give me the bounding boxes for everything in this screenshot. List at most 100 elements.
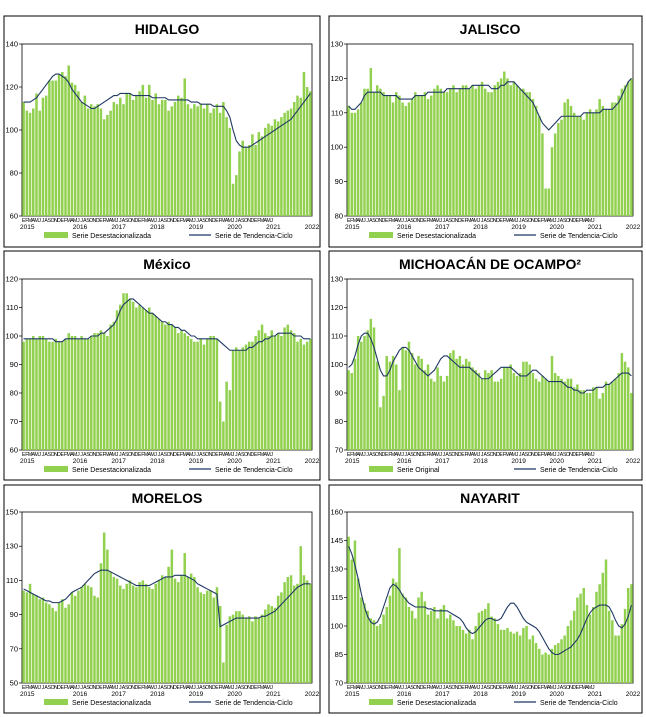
month-tick-label: E [177,685,181,691]
bar [106,549,109,683]
month-tick-label: E [461,685,465,691]
bar [614,378,617,450]
bar [270,125,273,216]
month-tick-label: N [131,452,135,458]
month-tick-label: M [105,452,109,458]
bar [138,91,141,216]
bar [196,587,199,683]
month-tick-label: O [128,218,132,224]
month-tick-label: A [44,218,48,224]
bar [363,336,366,450]
month-tick-label: J [119,685,122,691]
month-tick-label: S [125,685,129,691]
year-tick-label: 2019 [511,458,526,465]
bar [563,635,566,683]
bar [164,324,167,450]
bar [385,95,388,216]
year-tick-label: 2019 [511,691,526,698]
month-tick-label: J [119,452,122,458]
month-tick-label: A [160,452,164,458]
bar [503,71,506,217]
bar [138,304,141,450]
bar [379,407,382,450]
bar [51,341,54,450]
bar [493,618,497,683]
bar [218,606,222,683]
bar [449,614,452,683]
y-tick-label: 90 [335,389,343,398]
bar [436,367,439,450]
y-tick-label: 150 [5,508,18,517]
month-tick-label: M [112,685,116,691]
panel-frame [328,484,643,714]
bar [125,93,128,216]
month-tick-label: A [83,218,87,224]
bar [369,318,373,450]
month-tick-label: D [212,452,216,458]
bar [109,110,112,216]
month-tick-label: F [141,218,144,224]
bar [122,104,125,216]
bar [99,563,103,683]
bar [579,116,582,216]
bar [186,576,190,683]
y-tick-label: 70 [10,644,18,653]
bar [579,390,582,450]
bar [464,633,468,683]
month-tick-label: O [375,218,379,224]
year-tick-label: 2017 [435,224,450,231]
month-tick-label: E [99,218,103,224]
bar [439,88,442,216]
bar [241,347,244,450]
bar [206,338,209,450]
panel-frame [328,250,643,481]
bar [426,99,430,216]
plot-area [346,511,634,684]
bar [135,587,138,683]
month-tick-label: A [509,218,513,224]
bar [588,393,592,450]
bar [620,353,624,450]
bar [350,373,354,450]
y-tick-label: 120 [330,74,343,83]
month-tick-label: J [404,452,407,458]
bar [41,597,45,683]
legend-label-trend: Serie de Tendencia-Ciclo [215,700,293,707]
bar [86,108,90,216]
bar [202,108,206,216]
y-tick-label: 100 [330,360,343,369]
month-tick-label: D [572,685,576,691]
bar [509,631,512,683]
bar [283,112,286,216]
month-tick-label: E [61,685,65,691]
bar [572,610,576,683]
month-tick-label: A [395,218,399,224]
bar [490,616,493,683]
month-tick-label: M [467,685,471,691]
month-tick-label: S [86,685,90,691]
month-tick-label: J [38,685,41,691]
bar [183,333,186,450]
bar [512,81,516,216]
month-tick-label: A [395,685,399,691]
month-tick-label: E [177,452,181,458]
bar [48,341,51,450]
bar [541,654,544,683]
month-tick-label: M [391,218,395,224]
month-tick-label: O [205,218,209,224]
month-tick-label: N [493,218,497,224]
y-tick-label: 100 [330,622,343,631]
month-tick-label: F [180,685,183,691]
month-tick-label: M [260,685,264,691]
bar [449,353,452,450]
month-tick-label: F [579,218,582,224]
bar [483,370,487,450]
y-tick-label: 90 [335,177,343,186]
month-tick-label: J [516,685,519,691]
bar [299,97,302,216]
month-tick-label: E [99,452,103,458]
bar [54,338,58,450]
year-tick-label: 2020 [227,458,242,465]
bar [528,92,531,216]
